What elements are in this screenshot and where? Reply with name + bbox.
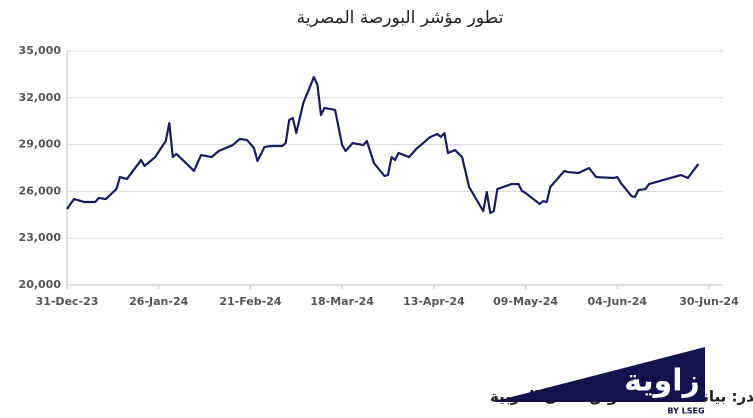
logo-name: زاوية bbox=[624, 364, 700, 399]
y-tick-label: 26,000 bbox=[19, 184, 62, 197]
logo-shape bbox=[492, 347, 705, 402]
x-tick-label: 04-Jun-24 bbox=[588, 295, 648, 308]
logo-by: BY LSEG bbox=[667, 407, 704, 416]
y-tick-label: 35,000 bbox=[19, 44, 62, 57]
x-tick-label: 09-May-24 bbox=[493, 295, 558, 308]
x-tick-label: 31-Dec-23 bbox=[36, 295, 99, 308]
x-tick-label: 26-Jan-24 bbox=[129, 295, 188, 308]
y-tick-label: 29,000 bbox=[19, 138, 62, 151]
x-tick-label: 21-Feb-24 bbox=[219, 295, 281, 308]
x-tick-label: 13-Apr-24 bbox=[403, 295, 465, 308]
line bbox=[66, 75, 700, 215]
y-tick-label: 32,000 bbox=[19, 91, 62, 104]
y-tick-label: 23,000 bbox=[19, 231, 62, 244]
x-tick-label: 18-Mar-24 bbox=[310, 295, 374, 308]
x-tick-label: 30-Jun-24 bbox=[679, 295, 739, 308]
y-tick-label: 20,000 bbox=[19, 278, 62, 291]
chart-title: تطور مؤشر البورصة المصرية bbox=[297, 8, 504, 28]
